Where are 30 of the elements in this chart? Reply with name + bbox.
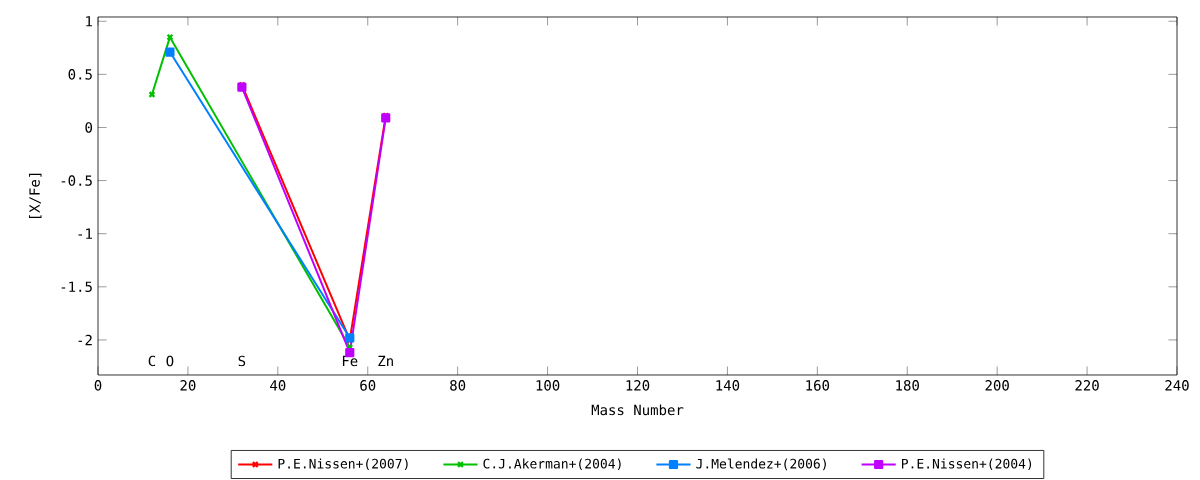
legend-label: C.J.Akerman+(2004) [483,458,621,471]
y-axis-title: [X/Fe] [29,173,42,219]
x-tick-label: 180 [896,380,919,391]
legend-label: J.Melendez+(2006) [696,458,826,471]
x-tick-label: 0 [94,380,102,391]
x-tick-label: 220 [1075,380,1099,391]
x-tick-label: 100 [536,380,560,391]
annotation: O [166,355,174,367]
annotation: Zn [378,355,393,367]
y-tick-label: 0.5 [68,69,92,80]
legend-label: P.E.Nissen+(2004) [902,458,1032,471]
x-tick-label: 20 [180,380,196,391]
x-tick-label: 120 [626,380,650,391]
y-tick-label: -1.5 [61,281,92,293]
y-tick-label: -0.5 [61,175,92,186]
x-axis-title: Mass Number [591,404,684,416]
legend-label: P.E.Nissen+(2007) [278,458,408,471]
y-tick-label: -1 [78,228,92,239]
x-tick-label: 240 [1165,380,1189,391]
x-tick-label: 60 [360,380,376,391]
x-tick-label: 80 [450,380,466,391]
y-tick-label: 1 [86,16,92,27]
x-tick-label: 200 [985,380,1009,391]
annotation: C [148,355,156,367]
x-tick-label: 160 [806,380,830,391]
x-tick-label: 40 [270,380,286,391]
y-tick-label: 0 [85,122,93,133]
y-tick-label: -2 [78,334,92,346]
x-tick-label: 140 [716,380,740,391]
annotation: S [238,355,246,367]
